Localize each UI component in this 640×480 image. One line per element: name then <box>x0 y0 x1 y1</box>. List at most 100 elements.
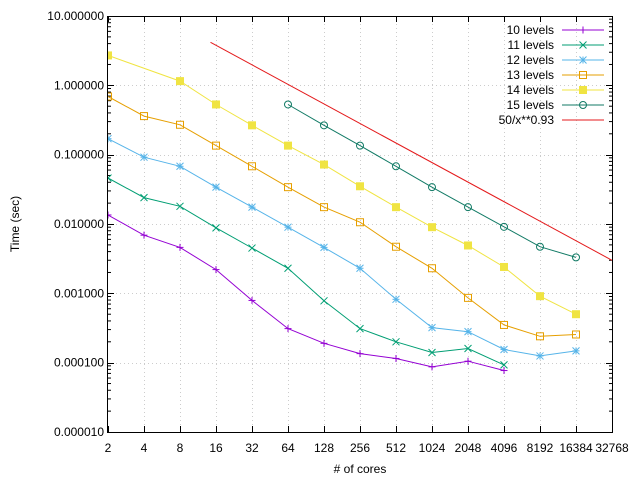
data-point <box>213 101 220 108</box>
legend-entry: 15 levels <box>507 98 604 112</box>
data-point <box>285 142 292 149</box>
data-point <box>105 135 112 142</box>
data-point <box>285 265 292 272</box>
y-tick-label: 0.000010 <box>54 425 104 439</box>
x-tick-label: 16384 <box>559 441 593 455</box>
legend-entry: 13 levels <box>507 68 604 82</box>
data-point <box>177 244 184 251</box>
marker-shape <box>537 293 544 300</box>
legend-label: 13 levels <box>507 68 554 82</box>
data-point <box>141 154 148 161</box>
data-point <box>105 211 112 218</box>
x-tick-label: 512 <box>386 441 406 455</box>
legend-label: 12 levels <box>507 53 554 67</box>
x-tick-label: 2 <box>105 441 112 455</box>
marker-shape <box>357 183 364 190</box>
data-point <box>465 242 472 249</box>
data-point <box>177 163 184 170</box>
legend-label: 50/x**0.93 <box>499 113 555 127</box>
marker-shape <box>573 311 580 318</box>
data-point <box>213 224 220 231</box>
y-tick-label: 1.000000 <box>54 78 104 92</box>
line-chart: 2 4 8 16 32 64 128 256 512 1024 2048 4096 8192 16384 3… <box>0 0 640 480</box>
data-point <box>465 358 472 365</box>
marker-shape <box>501 263 508 270</box>
data-point <box>573 311 580 318</box>
data-point <box>249 204 256 211</box>
y-tick-label: 10.000000 <box>47 9 104 23</box>
legend-label: 14 levels <box>507 83 554 97</box>
x-tick-label: 2048 <box>455 441 482 455</box>
legend-label: 15 levels <box>507 98 554 112</box>
marker-shape <box>580 87 587 94</box>
data-point <box>177 78 184 85</box>
legend-entry: 50/x**0.93 <box>499 113 604 127</box>
marker-shape <box>465 242 472 249</box>
marker-shape <box>429 224 436 231</box>
x-tick-label: 32 <box>245 441 259 455</box>
x-axis-label: # of cores <box>334 462 387 476</box>
data-point <box>429 363 436 370</box>
legend-entry: 14 levels <box>507 83 604 97</box>
data-point <box>321 297 328 304</box>
marker-shape <box>177 78 184 85</box>
marker-shape <box>321 161 328 168</box>
series-11-levels <box>105 175 508 369</box>
data-point <box>357 265 364 272</box>
data-point <box>393 355 400 362</box>
marker-shape <box>213 101 220 108</box>
x-tick-label: 4 <box>141 441 148 455</box>
legend-marker <box>580 57 587 64</box>
x-tick-label: 4096 <box>491 441 518 455</box>
y-axis-label: Time (sec) <box>8 196 22 252</box>
series-10-levels <box>105 211 508 374</box>
x-tick-label: 8192 <box>527 441 554 455</box>
data-point <box>285 224 292 231</box>
data-point <box>537 293 544 300</box>
marker-shape <box>249 122 256 129</box>
data-point <box>321 161 328 168</box>
data-point <box>501 346 508 353</box>
x-axis-tick-labels: 2 4 8 16 32 64 128 256 512 1024 2048 4096 8192 16384 3… <box>105 441 629 455</box>
y-axis-tick-labels: 10.000000 1.000000 0.100000 0.010000 0.00100… <box>47 9 104 439</box>
data-point <box>429 224 436 231</box>
y-tick-label: 0.000100 <box>54 356 104 370</box>
legend-entry: 10 levels <box>507 23 604 37</box>
y-tick-label: 0.100000 <box>54 148 104 162</box>
data-point <box>249 245 256 252</box>
series-line <box>108 97 576 337</box>
data-point <box>141 232 148 239</box>
data-point <box>393 204 400 211</box>
data-point <box>393 296 400 303</box>
marker-shape <box>285 142 292 149</box>
x-tick-label: 1024 <box>419 441 446 455</box>
x-tick-label: 64 <box>281 441 295 455</box>
legend-entry: 12 levels <box>507 53 604 67</box>
x-tick-label: 8 <box>177 441 184 455</box>
x-tick-label: 128 <box>314 441 334 455</box>
x-tick-label: 32768 <box>595 441 629 455</box>
legend-label: 10 levels <box>507 23 554 37</box>
series-line <box>108 215 504 371</box>
y-tick-label: 0.001000 <box>54 286 104 300</box>
y-tick-label: 0.010000 <box>54 217 104 231</box>
x-tick-label: 256 <box>350 441 370 455</box>
legend-label: 11 levels <box>508 38 554 52</box>
data-point <box>357 350 364 357</box>
data-point <box>429 324 436 331</box>
marker-shape <box>105 52 112 59</box>
legend-entry: 11 levels <box>508 38 604 52</box>
x-tick-label: 16 <box>209 441 223 455</box>
data-point <box>501 367 508 374</box>
data-point <box>321 340 328 347</box>
data-point <box>213 184 220 191</box>
data-point <box>249 122 256 129</box>
marker-shape <box>393 204 400 211</box>
legend-marker <box>580 27 587 34</box>
data-point <box>501 263 508 270</box>
data-point <box>573 347 580 354</box>
data-point <box>465 328 472 335</box>
data-point <box>105 52 112 59</box>
legend-marker <box>580 87 587 94</box>
